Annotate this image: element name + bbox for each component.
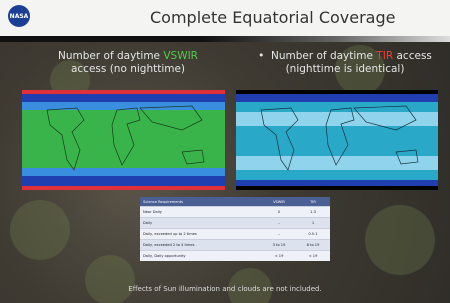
heading-text: Number of daytime bbox=[58, 50, 160, 62]
slide: NASA Complete Equatorial Coverage Number… bbox=[0, 0, 450, 303]
title-stripe bbox=[0, 36, 450, 42]
heading-highlight: TIR bbox=[376, 50, 393, 62]
table-cell: Daily, exceeded 2 to 4 times bbox=[140, 240, 262, 251]
table-cell: < 19 bbox=[296, 251, 330, 262]
table-cell: 0.5-1 bbox=[296, 229, 330, 240]
table-row: Daily, Daily opportunity< 19< 19 bbox=[140, 251, 330, 262]
column-header: VSWIR bbox=[262, 197, 296, 207]
table-cell: Near Daily bbox=[140, 207, 262, 218]
heading-line: Number of daytime TIR access bbox=[240, 50, 450, 63]
table-cell: 1 bbox=[296, 218, 330, 229]
table-cell: Daily, Daily opportunity bbox=[140, 251, 262, 262]
table-cell: 1-3 bbox=[296, 207, 330, 218]
table-cell: – bbox=[262, 229, 296, 240]
page: {"header": {"logo": "NASA", "title": "Co… bbox=[0, 0, 450, 303]
table-cell: 0 bbox=[262, 207, 296, 218]
table-cell: Daily bbox=[140, 218, 262, 229]
heading-highlight: VSWIR bbox=[163, 50, 198, 62]
logo: NASA bbox=[8, 5, 30, 27]
heading-text: (nighttime is identical) bbox=[240, 63, 450, 76]
heading-text: access bbox=[397, 50, 432, 62]
column-header: Science Requirements bbox=[140, 197, 262, 207]
table-cell: 8 to 19 bbox=[296, 240, 330, 251]
slide-title: Complete Equatorial Coverage bbox=[150, 8, 395, 27]
table-cell: 3 to 19 bbox=[262, 240, 296, 251]
heading-text: Number of daytime bbox=[271, 50, 373, 62]
table-cell: Daily, exceeded up to 2 times bbox=[140, 229, 262, 240]
column-header: TIR bbox=[296, 197, 330, 207]
table-row: Daily–1 bbox=[140, 218, 330, 229]
table-row: Daily, exceeded up to 2 times–0.5-1 bbox=[140, 229, 330, 240]
table-cell: < 19 bbox=[262, 251, 296, 262]
panel-heading: Number of daytime VSWIR access (no night… bbox=[28, 50, 228, 76]
heading-line: Number of daytime VSWIR bbox=[28, 50, 228, 63]
panel-heading: Number of daytime TIR access (nighttime … bbox=[240, 50, 450, 76]
coverage-map bbox=[236, 90, 438, 190]
coverage-map bbox=[22, 90, 225, 190]
table-cell: – bbox=[262, 218, 296, 229]
heading-text: access (no nighttime) bbox=[28, 63, 228, 76]
footnote: Effects of Sun illumination and clouds a… bbox=[0, 285, 450, 293]
